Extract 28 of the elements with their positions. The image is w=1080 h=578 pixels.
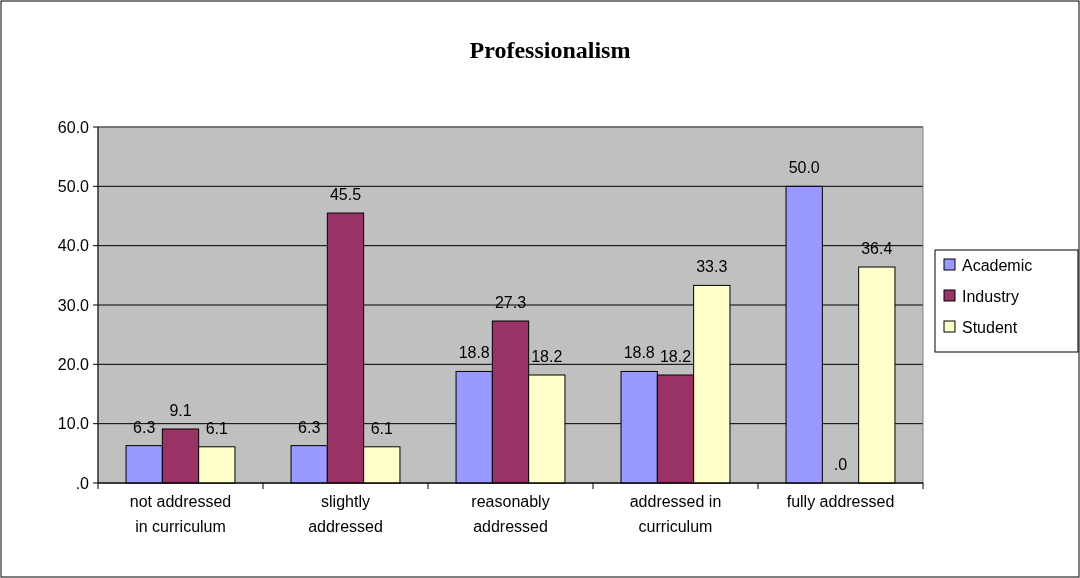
data-label: .0 xyxy=(833,456,848,473)
data-label: 33.3 xyxy=(696,258,728,276)
x-tick-label: reasonably addressed xyxy=(471,493,550,535)
data-label: 6.1 xyxy=(370,419,394,437)
x-tick-label: addressed in curriculum xyxy=(629,493,722,535)
legend-label: Academic xyxy=(962,256,1033,274)
data-label: 27.3 xyxy=(494,294,527,312)
y-tick-label: 40.0 xyxy=(57,237,90,255)
data-label: 50.0 xyxy=(788,159,820,177)
y-tick-label: .0 xyxy=(75,474,90,492)
x-tick-label: fully addressed xyxy=(786,493,895,510)
data-label: 18.2 xyxy=(659,348,692,366)
legend-label: Industry xyxy=(962,287,1019,305)
x-tick-label: slightly addressed xyxy=(308,493,383,535)
data-label: 9.1 xyxy=(169,402,192,420)
x-tick-label: not addressed in curriculum xyxy=(129,493,232,535)
y-tick-label: 10.0 xyxy=(57,415,90,433)
data-label: 45.5 xyxy=(329,186,362,204)
y-tick-label: 30.0 xyxy=(57,296,90,314)
y-tick-label: 50.0 xyxy=(57,177,90,195)
data-label: 18.8 xyxy=(623,344,655,362)
legend-label: Student xyxy=(962,318,1018,336)
chart-title: Professionalism xyxy=(469,37,631,63)
data-label: 18.2 xyxy=(531,348,563,366)
data-label: 18.8 xyxy=(458,344,490,362)
data-label: 6.1 xyxy=(205,419,229,437)
y-tick-label: 20.0 xyxy=(57,355,90,373)
y-tick-label: 60.0 xyxy=(57,118,90,136)
